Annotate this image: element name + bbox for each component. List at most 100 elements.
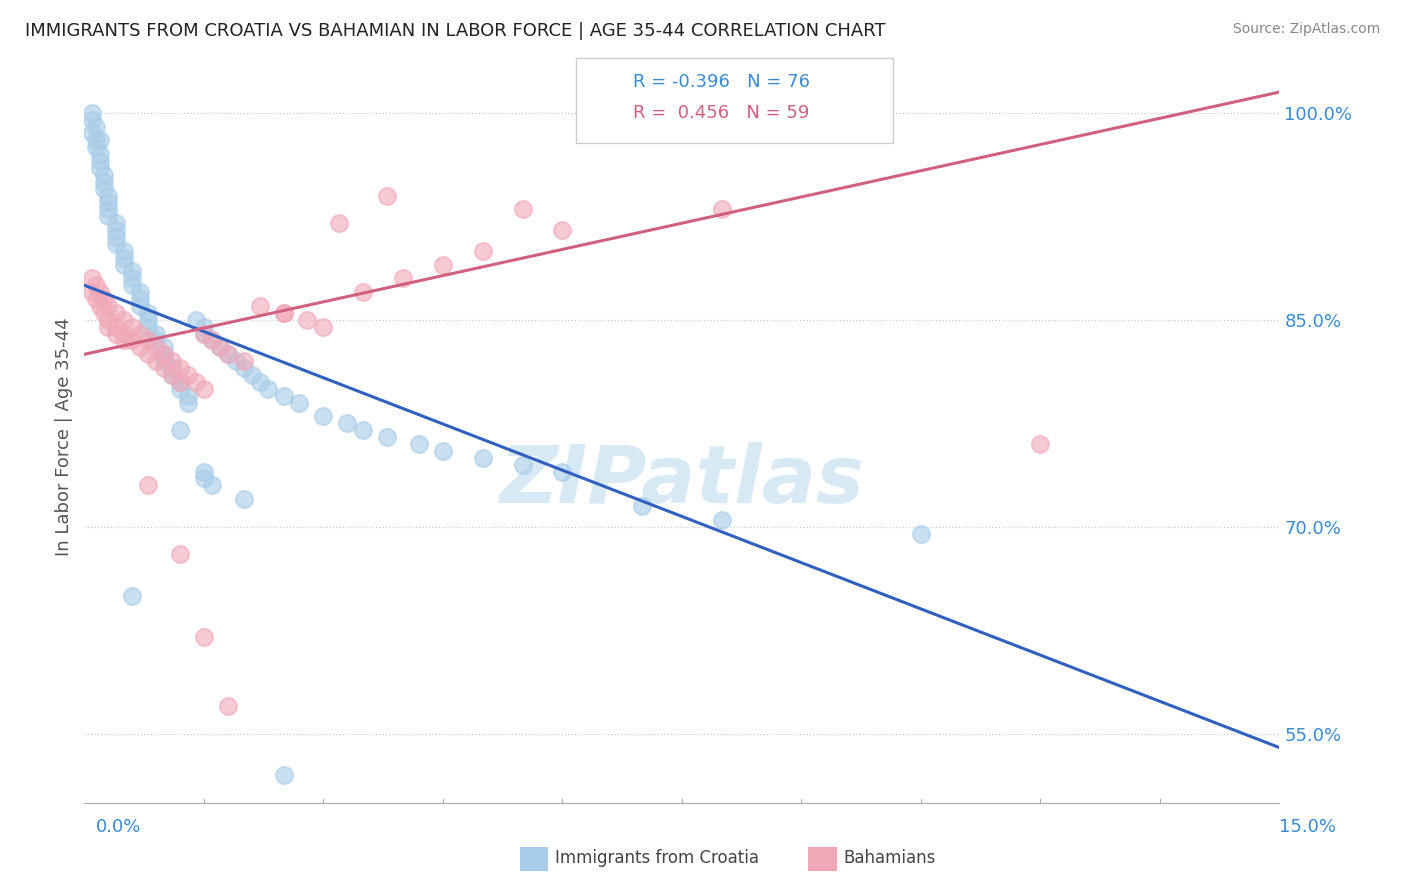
- Point: [136, 478, 159, 492]
- Point: [169, 382, 191, 396]
- Point: [82, 285, 104, 300]
- Point: [471, 244, 494, 258]
- Point: [93, 306, 115, 320]
- Point: [273, 306, 295, 320]
- Point: [93, 168, 115, 182]
- Point: [193, 326, 215, 341]
- Point: [129, 326, 152, 341]
- Point: [312, 319, 335, 334]
- Point: [512, 458, 534, 472]
- Point: [129, 292, 152, 306]
- Point: [153, 354, 176, 368]
- Point: [184, 312, 207, 326]
- Point: [217, 347, 239, 361]
- Point: [193, 326, 215, 341]
- Point: [93, 292, 115, 306]
- Point: [105, 230, 128, 244]
- Point: [105, 326, 128, 341]
- Point: [208, 340, 231, 354]
- Point: [112, 312, 135, 326]
- Point: [160, 368, 183, 382]
- Point: [671, 120, 693, 134]
- Point: [93, 175, 115, 189]
- Point: [86, 292, 108, 306]
- Point: [177, 368, 200, 382]
- Point: [89, 285, 111, 300]
- Point: [89, 161, 111, 175]
- Point: [89, 147, 111, 161]
- Point: [432, 258, 454, 272]
- Point: [160, 368, 183, 382]
- Point: [136, 312, 159, 326]
- Point: [145, 326, 167, 341]
- Point: [201, 334, 224, 348]
- Point: [160, 354, 183, 368]
- Text: Immigrants from Croatia: Immigrants from Croatia: [555, 849, 759, 867]
- Point: [97, 299, 120, 313]
- Point: [551, 223, 574, 237]
- Point: [352, 285, 374, 300]
- Point: [193, 319, 215, 334]
- Point: [375, 430, 398, 444]
- Point: [129, 285, 152, 300]
- Point: [112, 326, 135, 341]
- Point: [121, 319, 143, 334]
- Point: [256, 382, 278, 396]
- Point: [169, 548, 191, 562]
- Point: [551, 465, 574, 479]
- Point: [328, 216, 350, 230]
- Point: [121, 589, 143, 603]
- Point: [297, 312, 319, 326]
- Point: [217, 347, 239, 361]
- Point: [408, 437, 430, 451]
- Point: [86, 133, 108, 147]
- Point: [89, 133, 111, 147]
- Text: Bahamians: Bahamians: [844, 849, 936, 867]
- Text: IMMIGRANTS FROM CROATIA VS BAHAMIAN IN LABOR FORCE | AGE 35-44 CORRELATION CHART: IMMIGRANTS FROM CROATIA VS BAHAMIAN IN L…: [25, 22, 886, 40]
- Point: [201, 478, 224, 492]
- Point: [240, 368, 263, 382]
- Point: [97, 209, 120, 223]
- Point: [232, 354, 254, 368]
- Point: [97, 188, 120, 202]
- Point: [89, 154, 111, 169]
- Point: [184, 375, 207, 389]
- Point: [121, 271, 143, 285]
- Point: [208, 340, 231, 354]
- Point: [112, 251, 135, 265]
- Point: [105, 236, 128, 251]
- Point: [145, 340, 167, 354]
- Point: [288, 395, 311, 409]
- Point: [232, 361, 254, 376]
- Point: [86, 120, 108, 134]
- Point: [82, 127, 104, 141]
- Point: [112, 258, 135, 272]
- Point: [193, 382, 215, 396]
- Point: [145, 334, 167, 348]
- Point: [169, 361, 191, 376]
- Point: [232, 492, 254, 507]
- Text: 0.0%: 0.0%: [96, 818, 141, 836]
- Text: Source: ZipAtlas.com: Source: ZipAtlas.com: [1233, 22, 1381, 37]
- Point: [217, 699, 239, 714]
- Point: [105, 223, 128, 237]
- Point: [136, 319, 159, 334]
- Point: [97, 195, 120, 210]
- Point: [225, 354, 247, 368]
- Point: [177, 395, 200, 409]
- Point: [432, 443, 454, 458]
- Point: [121, 334, 143, 348]
- Point: [169, 375, 191, 389]
- Point: [89, 299, 111, 313]
- Point: [86, 278, 108, 293]
- Point: [153, 340, 176, 354]
- Point: [312, 409, 335, 424]
- Point: [93, 182, 115, 196]
- Point: [105, 306, 128, 320]
- Point: [193, 471, 215, 485]
- Point: [121, 264, 143, 278]
- Point: [153, 347, 176, 361]
- Point: [82, 112, 104, 127]
- Point: [1029, 437, 1052, 451]
- Point: [105, 319, 128, 334]
